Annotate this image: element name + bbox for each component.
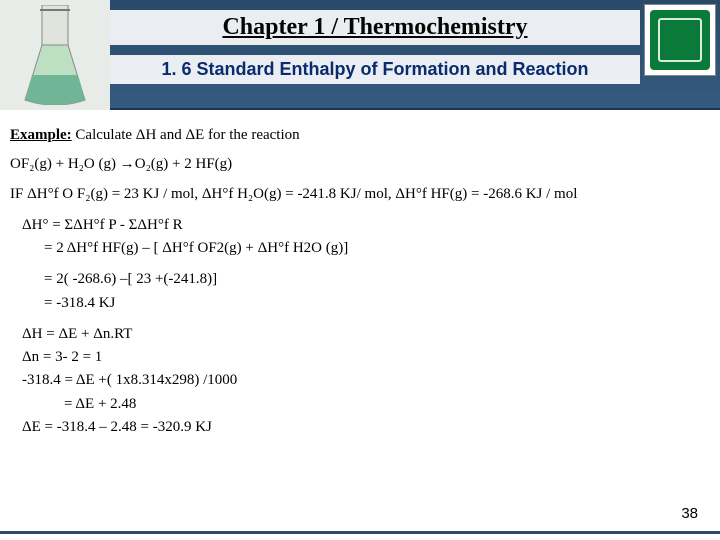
solution-line-4: = -318.4 KJ [44,292,710,315]
given-value-3: -268.6 KJ / mol [483,186,577,202]
solution-block-1: ΔH° = ΣΔH°f P - ΣΔH°f R = 2 ΔH°f HF(g) –… [10,214,710,261]
given-mid-2: , ΔH°f HF(g) = [388,186,483,202]
example-heading-line: Example: Calculate ΔH and ΔE for the rea… [10,124,710,147]
solution-line-2: = 2 ΔH°f HF(g) – [ ΔH°f OF2(g) + ΔH°f H2… [44,237,710,260]
given-mid-1: , ΔH°f H₂O(g) = [194,186,297,202]
example-prompt: Calculate ΔH and ΔE for the reaction [72,127,300,143]
slide-header: Chapter 1 / Thermochemistry 1. 6 Standar… [0,0,720,110]
solution-line-1: ΔH° = ΣΔH°f P - ΣΔH°f R [22,214,710,237]
solution-line-8: = ΔE + 2.48 [64,393,710,416]
solution-block-2: = 2( -268.6) –[ 23 +(-241.8)] = -318.4 K… [10,268,710,315]
solution-line-3: = 2( -268.6) –[ 23 +(-241.8)] [44,268,710,291]
page-number: 38 [681,505,698,522]
given-prefix: IF ΔH°f O F₂(g) = [10,186,124,202]
given-value-2: -241.8 KJ/ mol [297,186,387,202]
institution-logo [644,4,716,76]
slide-content: Example: Calculate ΔH and ΔE for the rea… [0,110,720,449]
chapter-title: Chapter 1 / Thermochemistry [110,10,640,45]
solution-block-3: ΔH = ΔE + Δn.RT Δn = 3- 2 = 1 -318.4 = Δ… [10,323,710,439]
example-label: Example: [10,127,72,143]
section-title: 1. 6 Standard Enthalpy of Formation and … [110,55,640,84]
given-value-1: 23 KJ / mol [124,186,194,202]
given-values: IF ΔH°f O F₂(g) = 23 KJ / mol, ΔH°f H₂O(… [10,183,710,206]
flask-icon [10,5,100,105]
footer-divider [0,531,720,534]
reaction-equation: OF₂(g) + H₂O (g) →O₂(g) + 2 HF(g) [10,153,710,176]
solution-line-9: ΔE = -318.4 – 2.48 = -320.9 KJ [22,416,710,439]
solution-line-7: -318.4 = ΔE +( 1x8.314x298) /1000 [22,369,710,392]
solution-line-5: ΔH = ΔE + Δn.RT [22,323,710,346]
flask-image [0,0,110,110]
solution-line-6: Δn = 3- 2 = 1 [22,346,710,369]
